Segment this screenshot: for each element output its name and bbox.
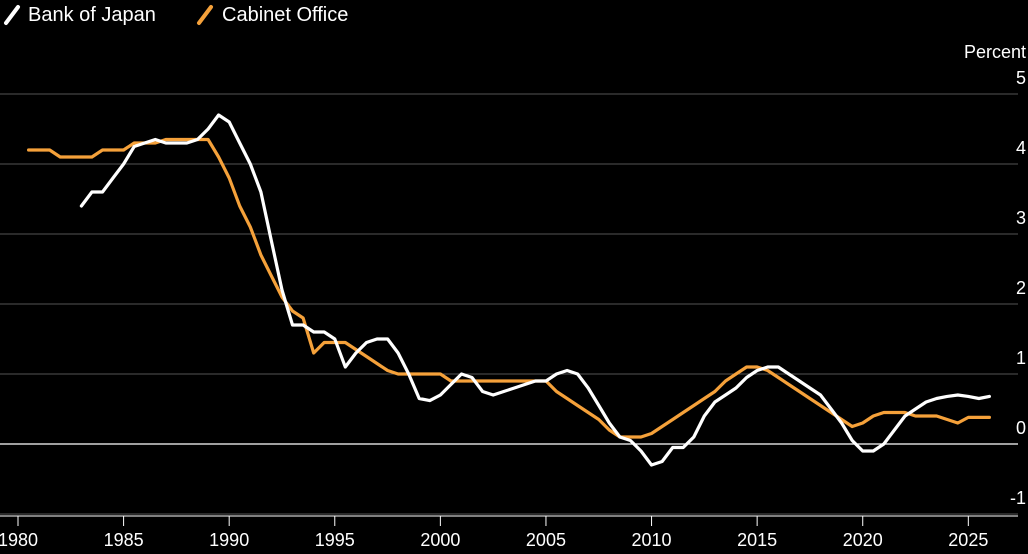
legend-swatch-bank-of-japan [4,5,20,25]
y-tick-label-5: 5 [1016,68,1026,88]
x-tick-label-2000: 2000 [420,530,460,550]
x-tick-label-1980: 1980 [0,530,38,550]
x-tick-label-2020: 2020 [843,530,883,550]
series-line-cabinet-office [27,137,991,439]
y-tick-label--1: -1 [1010,488,1026,508]
y-tick-label-4: 4 [1016,138,1026,158]
legend-label-cabinet-office: Cabinet Office [222,4,348,26]
legend-label-bank-of-japan: Bank of Japan [28,4,156,26]
x-tick-label-2025: 2025 [948,530,988,550]
x-tick-label-2015: 2015 [737,530,777,550]
series-group [27,113,991,467]
y-tick-label-3: 3 [1016,208,1026,228]
x-tick-label-1995: 1995 [315,530,355,550]
series-line-bank-of-japan [79,113,991,467]
x-tick-label-2005: 2005 [526,530,566,550]
y-tick-label-2: 2 [1016,278,1026,298]
y-axis-unit-label: Percent [964,42,1026,62]
y-tick-label-0: 0 [1016,418,1026,438]
y-axis-ticks: 5 4 3 2 1 0 -1 [1010,68,1026,508]
x-tick-label-1990: 1990 [209,530,249,550]
x-axis-ticks: 1980 1985 1990 1995 2000 2005 2010 2015 2020 2025 [0,515,1018,550]
legend: Bank of Japan Cabinet Office [4,4,348,26]
legend-swatch-cabinet-office [197,5,213,25]
gridlines [0,93,1018,515]
x-tick-label-1985: 1985 [104,530,144,550]
x-tick-label-2010: 2010 [632,530,672,550]
y-tick-label-1: 1 [1016,348,1026,368]
